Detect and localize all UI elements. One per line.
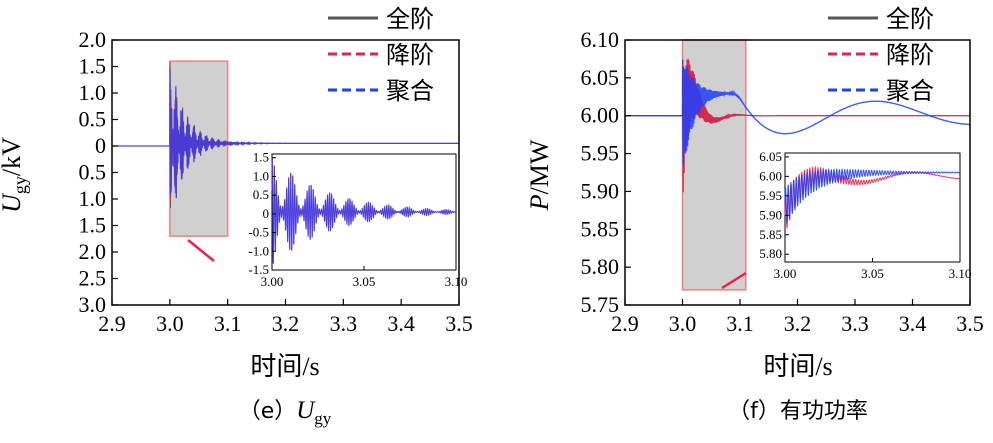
inset-chart-f: 5.80 5.85 5.90 5.95 6.00 6.05 3.00 3.05 3.10 — [759, 149, 971, 281]
inset-y-tick-label: 1.5 — [253, 150, 269, 165]
legend-label: 全阶 — [386, 5, 434, 33]
y-axis-label-e: Ugy/kV — [0, 137, 30, 213]
inset-y-tick-label: 5.95 — [759, 188, 782, 203]
y-tick-label: 2.0 — [79, 27, 107, 52]
legend-item: 全阶 — [828, 5, 934, 33]
y-tick-label: 5.80 — [581, 254, 620, 279]
x-tick-label: 2.9 — [98, 311, 126, 336]
x-tick-label: 3.2 — [784, 311, 812, 336]
inset-series-line — [271, 156, 457, 264]
x-ticks-e: 2.9 3.0 3.1 3.2 3.3 3.4 3.5 — [98, 299, 473, 336]
x-ticks-f: 2.9 3.0 3.1 3.2 3.3 3.4 3.5 — [611, 299, 984, 336]
inset-y-tick-label: -1.0 — [248, 243, 269, 258]
y-tick-label: 5.85 — [581, 216, 620, 241]
y-tick-label: 6.00 — [581, 103, 620, 128]
y-tick-label: 0.5 — [79, 160, 107, 185]
legend-item: 降阶 — [828, 41, 934, 69]
y-tick-label: 6.10 — [581, 27, 620, 52]
inset-x-tick-label: 3.00 — [261, 274, 284, 289]
legend-item: 聚合 — [328, 77, 434, 105]
y-tick-label: 2.5 — [79, 266, 107, 291]
y-tick-label: 1.0 — [79, 80, 107, 105]
x-tick-label: 3.3 — [330, 311, 358, 336]
series-lines-e — [112, 61, 459, 208]
x-axis-label-e: 时间/s — [250, 352, 319, 381]
y-ticks-f: 5.75 5.80 5.85 5.90 5.95 6.00 6.05 6.10 — [581, 27, 631, 317]
inset-y-tick-label: 5.80 — [759, 246, 782, 261]
y-tick-label: 1.5 — [79, 213, 107, 238]
inset-y-tick-label: 1.0 — [253, 168, 269, 183]
inset-y-tick-label: 0.5 — [253, 187, 269, 202]
x-tick-label: 3.1 — [726, 311, 754, 336]
series-line — [112, 69, 459, 198]
y-tick-label: 5.95 — [581, 141, 620, 166]
legend-label: 降阶 — [886, 41, 934, 69]
inset-y-tick-label: 5.90 — [759, 207, 782, 222]
legend-item: 全阶 — [328, 5, 434, 33]
legend-label: 聚合 — [886, 77, 934, 105]
inset-y-tick-label: 5.85 — [759, 227, 782, 242]
y-tick-label: 6.05 — [581, 65, 620, 90]
x-axis-label-f: 时间/s — [763, 352, 832, 381]
inset-y-tick-label: -1.5 — [248, 262, 269, 277]
x-tick-label: 3.4 — [899, 311, 927, 336]
y-ticks-e: 3.02.52.01.51.00.500.51.01.52.0 — [79, 27, 118, 317]
y-axis-label-f: P/MW — [525, 139, 554, 211]
x-tick-label: 2.9 — [611, 311, 639, 336]
y-tick-label: 5.90 — [581, 178, 620, 203]
x-tick-label: 3.0 — [156, 311, 184, 336]
x-tick-label: 3.5 — [445, 311, 473, 336]
y-tick-label: 0.5 — [79, 107, 107, 132]
legend-label: 全阶 — [886, 5, 934, 33]
x-tick-label: 3.1 — [214, 311, 242, 336]
x-tick-label: 3.2 — [272, 311, 300, 336]
y-tick-label: 1.5 — [79, 54, 107, 79]
legend-label: 降阶 — [386, 41, 434, 69]
zoom-pointer-e — [187, 239, 215, 262]
inset-x-tick-label: 3.05 — [353, 274, 376, 289]
inset-frame — [784, 152, 961, 263]
legend-label: 聚合 — [386, 77, 434, 105]
inset-x-tick-label: 3.10 — [445, 274, 468, 289]
y-tick-label: 5.75 — [581, 292, 620, 317]
y-tick-label: 0 — [95, 133, 106, 158]
inset-y-tick-label: 6.05 — [759, 149, 782, 164]
inset-x-tick-label: 3.10 — [949, 266, 972, 281]
series-lines-f — [625, 58, 971, 193]
y-tick-label: 1.0 — [79, 186, 107, 211]
y-tick-label: 3.0 — [79, 292, 107, 317]
x-tick-label: 3.5 — [956, 311, 984, 336]
chart-panel-f: 5.75 5.80 5.85 5.90 5.95 6.00 6.05 6.10 2.9 3.0 3… — [525, 5, 984, 424]
inset-y-tick-label: 6.00 — [759, 168, 782, 183]
x-tick-label: 3.0 — [669, 311, 697, 336]
series-line — [625, 59, 971, 165]
legend-item: 降阶 — [328, 41, 434, 69]
inset-x-tick-label: 3.05 — [861, 266, 884, 281]
legend-item: 聚合 — [828, 77, 934, 105]
inset-y-tick-label: -0.5 — [248, 225, 269, 240]
x-tick-label: 3.3 — [841, 311, 869, 336]
inset-series-line — [784, 167, 961, 224]
zoom-pointer-f — [721, 271, 747, 290]
inset-x-tick-label: 3.00 — [774, 266, 797, 281]
x-tick-label: 3.4 — [387, 311, 415, 336]
inset-y-tick-label: 0 — [263, 206, 270, 221]
chart-panel-e: 3.02.52.01.51.00.500.51.01.52.0 2.9 3.0 3.… — [0, 5, 473, 428]
caption-f: （f）有功功率 — [728, 399, 868, 424]
y-tick-label: 2.0 — [79, 239, 107, 264]
caption-e: （e）Ugy — [239, 397, 332, 428]
inset-chart-e: -1.5 -1.0 -0.5 0 0.5 1.0 1.5 3.00 3.05 3.10 — [248, 150, 467, 289]
